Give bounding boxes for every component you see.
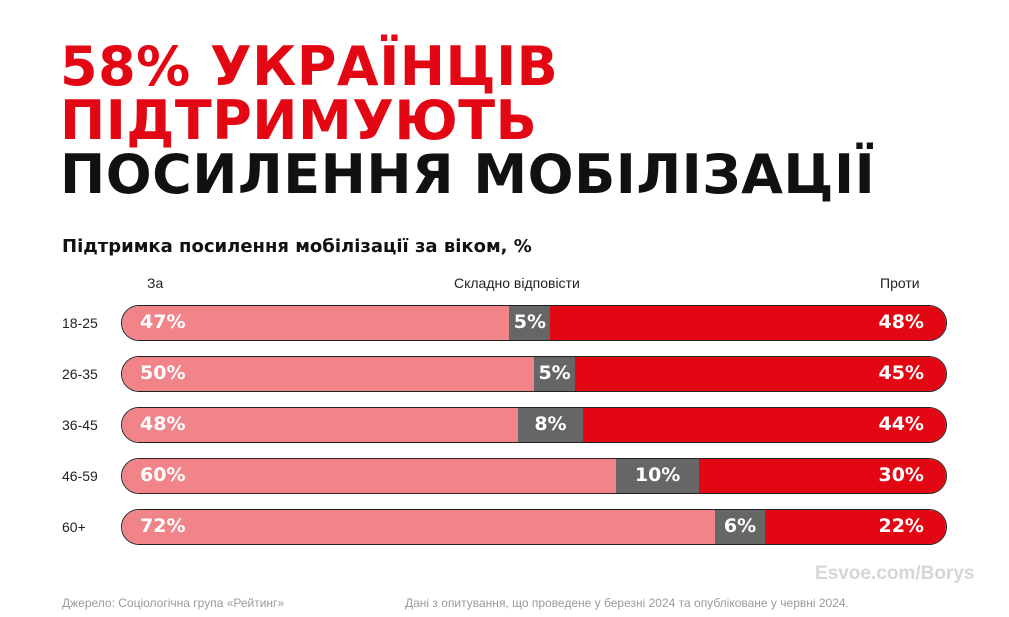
source-note: Джерело: Соціологічна група «Рейтинг» [62,596,285,610]
headline-line-3: ПОСИЛЕННЯ МОБІЛІЗАЦІЇ [60,143,876,206]
row-label: 18-25 [62,315,98,331]
data-label: 48% [140,413,186,435]
survey-note: Дані з опитування, що проведене у березн… [405,596,849,610]
data-label: 47% [140,311,186,333]
headline-line-2: ПІДТРИМУЮТЬ [60,89,538,152]
bar-segment-hard: 5% [534,357,576,391]
data-label: 22% [878,515,924,537]
data-label: 44% [878,413,924,435]
bar-segment-for: 50% [122,357,534,391]
data-label: 48% [878,311,924,333]
row-label: 26-35 [62,366,98,382]
data-label: 45% [878,362,924,384]
bar-segment-against: 30% [698,459,946,493]
stacked-bar: 50% 5% 45% [121,356,947,392]
bar-segment-hard: 8% [517,408,584,442]
data-label: 10% [634,464,681,486]
bar-segment-hard: 10% [616,459,699,493]
bar-segment-against: 44% [583,408,946,442]
stacked-bar: 72% 6% 22% [121,509,947,545]
bar-segment-for: 72% [122,510,716,544]
data-label: 8% [534,413,567,435]
bar-segment-against: 45% [575,357,946,391]
data-label: 6% [723,515,757,537]
row-label: 36-45 [62,417,98,433]
headline: 58% УКРАЇНЦІВ ПІДТРИМУЮТЬ ПОСИЛЕННЯ МОБІ… [60,40,875,202]
stacked-bar: 60% 10% 30% [121,458,947,494]
legend-for: За [147,275,164,291]
chart-title: Підтримка посилення мобілізації за віком… [62,236,532,257]
stacked-bar: 47% 5% 48% [121,305,947,341]
data-label: 30% [878,464,924,486]
row-label: 46-59 [62,468,98,484]
legend-hard: Складно відповісти [454,275,580,291]
legend-against: Проти [880,275,920,291]
data-label: 5% [513,311,546,333]
stacked-bar: 48% 8% 44% [121,407,947,443]
data-label: 60% [140,464,186,486]
bar-segment-hard: 5% [509,306,551,340]
bar-segment-for: 60% [122,459,617,493]
watermark: Esvoe.com/Borys [815,563,975,584]
row-label: 60+ [62,519,86,535]
bar-segment-for: 47% [122,306,510,340]
headline-line-1: 58% УКРАЇНЦІВ [60,35,559,98]
bar-segment-hard: 6% [715,510,765,544]
data-label: 5% [538,362,571,384]
data-label: 72% [140,515,186,537]
bar-segment-against: 22% [764,510,946,544]
bar-segment-against: 48% [550,306,946,340]
data-label: 50% [140,362,186,384]
bar-segment-for: 48% [122,408,518,442]
